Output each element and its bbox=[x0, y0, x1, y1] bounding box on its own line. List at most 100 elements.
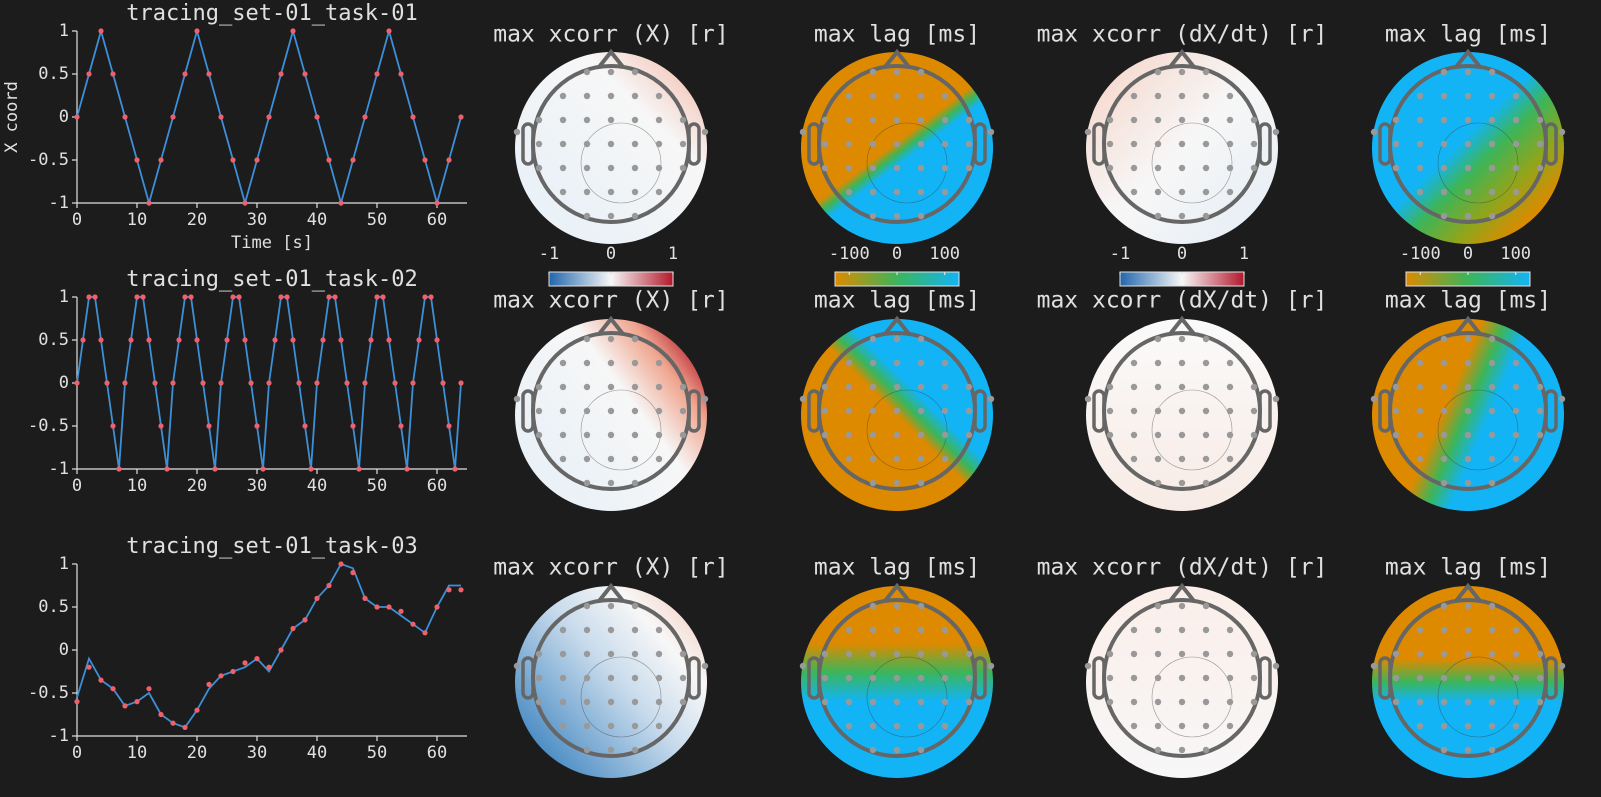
electrode bbox=[1464, 431, 1472, 439]
ear bbox=[973, 389, 987, 433]
electrode bbox=[1178, 479, 1186, 487]
electrode bbox=[893, 431, 901, 439]
electrode bbox=[1488, 212, 1496, 220]
target-point bbox=[206, 423, 212, 429]
electrode bbox=[1250, 407, 1258, 415]
target-point bbox=[206, 681, 212, 688]
nose bbox=[1168, 315, 1196, 336]
electrode bbox=[1226, 92, 1234, 100]
electrode bbox=[1154, 164, 1162, 172]
electrode bbox=[1512, 92, 1520, 100]
electrode bbox=[1536, 383, 1544, 391]
electrode bbox=[1512, 164, 1520, 172]
x-tick-label: 30 bbox=[247, 476, 267, 496]
electrode bbox=[845, 140, 853, 148]
electrode bbox=[1202, 479, 1210, 487]
nose bbox=[1454, 315, 1482, 336]
electrode bbox=[821, 116, 829, 124]
x-tick-label: 10 bbox=[127, 476, 147, 496]
electrode bbox=[1464, 212, 1472, 220]
electrode bbox=[1178, 650, 1186, 658]
electrode bbox=[1464, 164, 1472, 172]
electrode bbox=[965, 383, 973, 391]
electrode bbox=[1154, 602, 1162, 610]
electrode bbox=[987, 395, 995, 403]
topomap-title: max lag [ms] bbox=[1385, 288, 1551, 314]
electrode bbox=[1464, 698, 1472, 706]
ear bbox=[1378, 122, 1392, 166]
x-tick-label: 60 bbox=[427, 476, 447, 496]
electrode bbox=[845, 359, 853, 367]
target-point bbox=[356, 466, 362, 472]
electrode bbox=[1512, 383, 1520, 391]
electrode bbox=[1202, 335, 1210, 343]
x-axis-label: Time [s] bbox=[231, 233, 313, 253]
x-tick-label: 40 bbox=[307, 210, 327, 230]
target-point bbox=[338, 200, 344, 206]
electrode bbox=[1488, 359, 1496, 367]
electrode bbox=[1416, 383, 1424, 391]
ear bbox=[1258, 389, 1272, 433]
electrode bbox=[1250, 383, 1258, 391]
electrode bbox=[1226, 407, 1234, 415]
topomap bbox=[1372, 319, 1564, 511]
electrode bbox=[1178, 212, 1186, 220]
electrode bbox=[1106, 698, 1114, 706]
target-point bbox=[74, 699, 80, 705]
electrode bbox=[679, 140, 687, 148]
electrode bbox=[607, 455, 615, 463]
electrode bbox=[631, 602, 639, 610]
electrode bbox=[1154, 359, 1162, 367]
electrode bbox=[799, 128, 807, 136]
target-point bbox=[266, 664, 272, 670]
target-point bbox=[224, 337, 230, 343]
target-point bbox=[212, 466, 218, 472]
electrode bbox=[655, 164, 663, 172]
electrode bbox=[893, 140, 901, 148]
nose bbox=[597, 48, 625, 69]
target-point bbox=[146, 200, 152, 206]
electrode bbox=[1488, 455, 1496, 463]
target-point bbox=[434, 200, 440, 206]
topomap-title: max lag [ms] bbox=[814, 555, 980, 581]
target-point bbox=[374, 294, 380, 300]
ear bbox=[521, 656, 535, 700]
electrode bbox=[1416, 650, 1424, 658]
target-point bbox=[284, 294, 290, 300]
electrode bbox=[607, 626, 615, 634]
target-point bbox=[242, 200, 248, 206]
target-point bbox=[302, 423, 308, 429]
electrode bbox=[679, 674, 687, 682]
electrode bbox=[631, 140, 639, 148]
target-point bbox=[350, 157, 356, 163]
topomap bbox=[801, 319, 993, 511]
electrode bbox=[583, 407, 591, 415]
electrode bbox=[1202, 431, 1210, 439]
electrode bbox=[821, 431, 829, 439]
electrode bbox=[583, 602, 591, 610]
electrode bbox=[845, 626, 853, 634]
electrode bbox=[1440, 335, 1448, 343]
electrode bbox=[559, 116, 567, 124]
x-tick-label: 60 bbox=[427, 210, 447, 230]
target-point bbox=[74, 114, 80, 120]
electrode bbox=[1154, 68, 1162, 76]
target-point bbox=[218, 114, 224, 120]
target-point bbox=[290, 28, 296, 34]
electrode bbox=[655, 455, 663, 463]
colorbar-tick-label: 0 bbox=[606, 244, 616, 264]
target-point bbox=[122, 703, 128, 709]
electrode bbox=[1154, 674, 1162, 682]
electrode bbox=[655, 650, 663, 658]
target-point bbox=[230, 294, 236, 300]
electrode bbox=[701, 128, 709, 136]
electrode bbox=[583, 746, 591, 754]
electrode bbox=[583, 674, 591, 682]
electrode bbox=[869, 92, 877, 100]
electrode bbox=[1130, 407, 1138, 415]
electrode bbox=[1130, 116, 1138, 124]
y-axis-label: X coord bbox=[2, 81, 22, 153]
electrode bbox=[559, 164, 567, 172]
electrode bbox=[1202, 722, 1210, 730]
